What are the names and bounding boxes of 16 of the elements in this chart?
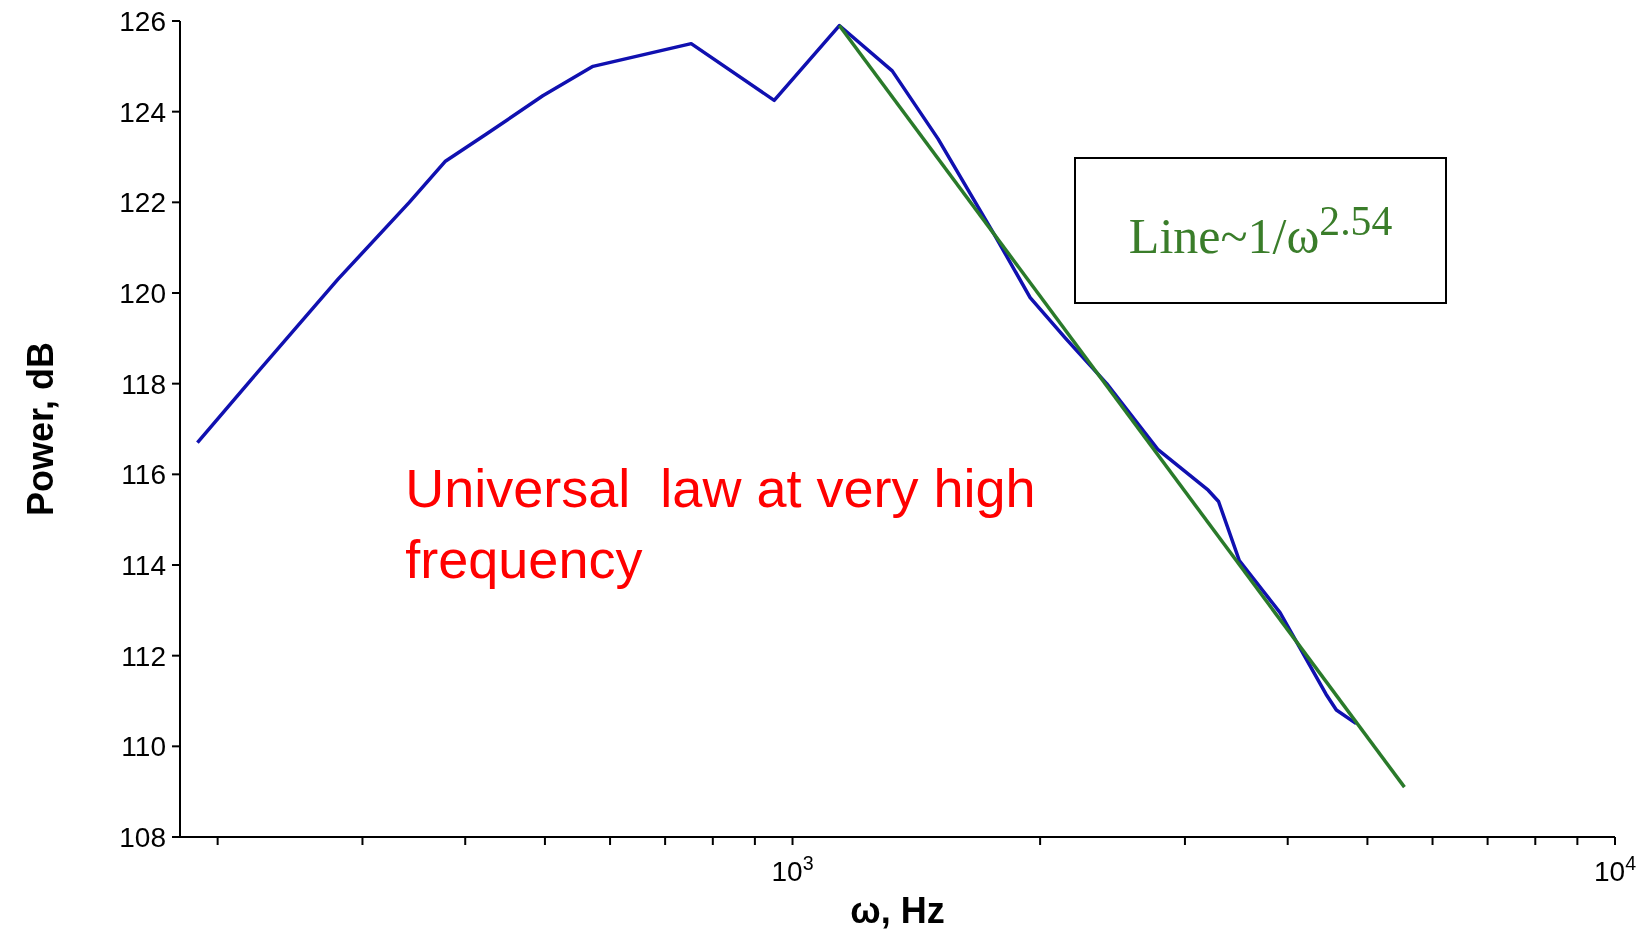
x-tick-label: 10$^{4}$ <box>1593 852 1637 887</box>
y-axis-title: Power, dB <box>19 341 61 517</box>
y-tick-label: 112 <box>121 640 166 672</box>
x-tick-label: 10$^{3}$ <box>771 852 814 887</box>
y-tick-label: 110 <box>121 731 166 763</box>
y-tick-label: 124 <box>119 96 166 128</box>
y-tick-label: 122 <box>119 187 166 219</box>
annotation: Line~1/ω$^{2.54}$ <box>1128 197 1393 264</box>
y-tick-label: 120 <box>119 278 166 309</box>
x-axis-title: ω, Hz <box>850 890 945 931</box>
y-tick-label: 116 <box>121 459 166 491</box>
y-tick-label: 118 <box>121 368 166 400</box>
y-tick-label: 126 <box>119 6 166 37</box>
annotation: Universal law at very high frequency <box>405 458 1037 589</box>
y-tick-label: 114 <box>121 550 166 581</box>
y-tick-label: 108 <box>119 822 166 853</box>
